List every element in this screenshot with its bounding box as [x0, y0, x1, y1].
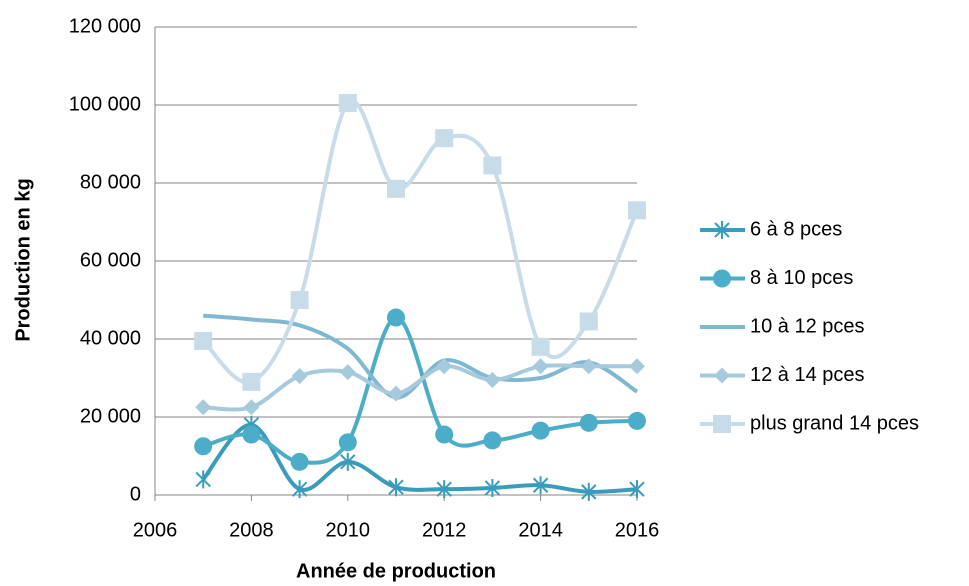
series-line: [203, 313, 639, 400]
legend-label: 12 à 14 pces: [750, 364, 865, 386]
x-tick-label: 2010: [326, 519, 371, 541]
marker: [291, 480, 308, 499]
marker: [387, 308, 405, 327]
marker: [339, 364, 356, 381]
x-tick-label: 2014: [518, 519, 563, 541]
marker: [291, 368, 308, 385]
marker: [629, 480, 645, 499]
x-tick-label: 2016: [615, 519, 660, 541]
y-tick-label: 20 000: [80, 405, 141, 427]
marker: [628, 411, 646, 430]
y-tick-label: 80 000: [80, 171, 141, 193]
marker: [436, 358, 453, 375]
marker: [532, 476, 549, 495]
marker: [581, 482, 597, 501]
legend-label: plus grand 14 pces: [750, 412, 919, 434]
x-tick-label: 2008: [229, 519, 274, 541]
marker: [713, 415, 731, 433]
y-tick-label: 40 000: [80, 327, 141, 349]
series-line: [201, 98, 639, 385]
marker: [714, 367, 730, 384]
x-axis-title: Année de production: [296, 560, 496, 582]
marker: [290, 291, 309, 309]
marker: [579, 312, 598, 331]
x-tick-label: 2012: [422, 519, 467, 541]
series-line: [203, 363, 637, 412]
marker: [436, 480, 452, 499]
x-tick-label: 2006: [133, 519, 178, 541]
y-tick-label: 60 000: [80, 249, 141, 271]
marker: [484, 478, 501, 497]
marker: [194, 437, 213, 456]
marker: [194, 331, 213, 350]
marker: [435, 425, 454, 444]
y-tick-label: 100 000: [69, 93, 141, 115]
marker: [580, 358, 597, 375]
marker: [532, 358, 549, 375]
marker: [388, 385, 404, 402]
marker: [387, 179, 405, 198]
marker: [484, 371, 501, 388]
legend-label: 6 à 8 pces: [750, 218, 842, 240]
marker: [388, 478, 404, 497]
marker: [340, 452, 356, 471]
marker: [483, 156, 502, 175]
marker: [338, 94, 357, 113]
marker: [195, 470, 211, 489]
y-tick-label: 120 000: [69, 15, 141, 37]
marker: [243, 399, 260, 416]
marker: [338, 433, 357, 452]
series-line: [202, 315, 638, 465]
legend-label: 8 à 10 pces: [750, 267, 853, 289]
marker: [242, 372, 261, 391]
series-line: [201, 422, 638, 494]
marker: [435, 129, 454, 148]
marker: [242, 425, 261, 444]
marker: [290, 452, 309, 471]
y-tick-label: 0: [130, 483, 141, 505]
marker: [714, 221, 730, 239]
marker: [195, 399, 212, 416]
marker: [531, 421, 550, 440]
marker: [713, 269, 731, 288]
marker: [629, 358, 645, 375]
y-axis-title: Production en kg: [12, 178, 34, 341]
legend-label: 10 à 12 pces: [750, 315, 865, 337]
marker: [628, 201, 646, 220]
marker: [483, 431, 502, 450]
marker: [579, 413, 598, 432]
marker: [531, 337, 550, 356]
